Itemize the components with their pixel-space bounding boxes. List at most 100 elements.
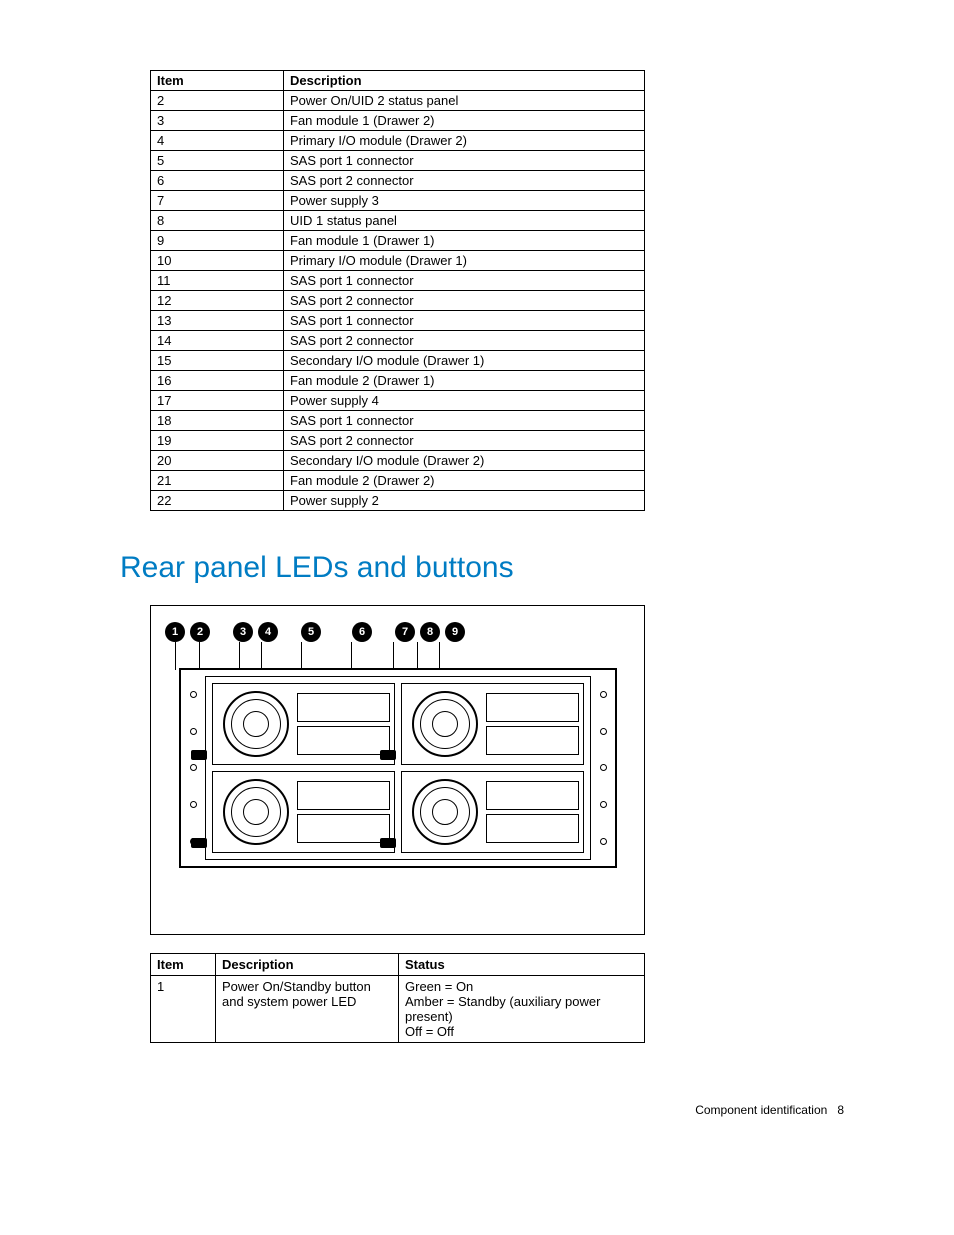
header-item: Item (151, 71, 284, 91)
table-row: 22Power supply 2 (151, 491, 645, 511)
table-row: 2Power On/UID 2 status panel (151, 91, 645, 111)
table-row: 19SAS port 2 connector (151, 431, 645, 451)
cell-item: 17 (151, 391, 284, 411)
callout-marker: 9 (445, 622, 465, 642)
cell-item: 9 (151, 231, 284, 251)
cell-item: 8 (151, 211, 284, 231)
footer-page: 8 (837, 1103, 844, 1117)
cell-item: 7 (151, 191, 284, 211)
cell-description: Secondary I/O module (Drawer 1) (284, 351, 645, 371)
table-row: 17Power supply 4 (151, 391, 645, 411)
cell-description: SAS port 2 connector (284, 331, 645, 351)
cell-description: Fan module 2 (Drawer 1) (284, 371, 645, 391)
cell-item: 20 (151, 451, 284, 471)
page-footer: Component identification 8 (150, 1103, 854, 1117)
cell-description: Power supply 3 (284, 191, 645, 211)
power-plug-icon (191, 750, 207, 760)
table-row: 16Fan module 2 (Drawer 1) (151, 371, 645, 391)
cell-description: Primary I/O module (Drawer 2) (284, 131, 645, 151)
table-row: 15Secondary I/O module (Drawer 1) (151, 351, 645, 371)
header-description: Description (284, 71, 645, 91)
cell-item: 21 (151, 471, 284, 491)
table-row: 13SAS port 1 connector (151, 311, 645, 331)
table-row: 21Fan module 2 (Drawer 2) (151, 471, 645, 491)
callout-marker: 2 (190, 622, 210, 642)
cell-description: SAS port 1 connector (284, 311, 645, 331)
cell-item: 18 (151, 411, 284, 431)
fan-icon (412, 779, 478, 845)
cell-status: Green = On Amber = Standby (auxiliary po… (399, 976, 645, 1043)
table-row: 12SAS port 2 connector (151, 291, 645, 311)
fan-icon (223, 779, 289, 845)
cell-description: SAS port 1 connector (284, 151, 645, 171)
leader-line (239, 642, 240, 670)
cell-description: Power supply 2 (284, 491, 645, 511)
cell-item: 15 (151, 351, 284, 371)
table-row: 4Primary I/O module (Drawer 2) (151, 131, 645, 151)
cell-description: SAS port 1 connector (284, 411, 645, 431)
leader-line (393, 642, 394, 670)
callout-marker: 8 (420, 622, 440, 642)
header-description: Description (216, 954, 399, 976)
leader-line (417, 642, 418, 670)
cell-description: SAS port 1 connector (284, 271, 645, 291)
table-row: 3Fan module 1 (Drawer 2) (151, 111, 645, 131)
cell-description: SAS port 2 connector (284, 431, 645, 451)
table-row: 9Fan module 1 (Drawer 1) (151, 231, 645, 251)
status-table: Item Description Status 1Power On/Standb… (150, 953, 645, 1043)
cell-item: 22 (151, 491, 284, 511)
header-status: Status (399, 954, 645, 976)
table-row: 11SAS port 1 connector (151, 271, 645, 291)
table-row: 6SAS port 2 connector (151, 171, 645, 191)
cell-item: 11 (151, 271, 284, 291)
power-plug-icon (380, 838, 396, 848)
bay-top-right (401, 683, 584, 765)
leader-line (261, 642, 262, 670)
cell-item: 13 (151, 311, 284, 331)
callout-marker: 3 (233, 622, 253, 642)
cell-item: 12 (151, 291, 284, 311)
table-row: 1Power On/Standby button and system powe… (151, 976, 645, 1043)
cell-item: 3 (151, 111, 284, 131)
table-row: 8UID 1 status panel (151, 211, 645, 231)
cell-item: 10 (151, 251, 284, 271)
cell-item: 4 (151, 131, 284, 151)
leader-line (199, 642, 200, 670)
chassis-outline (179, 668, 617, 868)
cell-item: 1 (151, 976, 216, 1043)
cell-item: 2 (151, 91, 284, 111)
cell-description: Secondary I/O module (Drawer 2) (284, 451, 645, 471)
cell-item: 14 (151, 331, 284, 351)
bay-bottom-left (212, 771, 395, 853)
cell-item: 16 (151, 371, 284, 391)
component-table: Item Description 2Power On/UID 2 status … (150, 70, 645, 511)
cell-item: 5 (151, 151, 284, 171)
table-row: 14SAS port 2 connector (151, 331, 645, 351)
cell-description: Fan module 2 (Drawer 2) (284, 471, 645, 491)
cell-description: SAS port 2 connector (284, 171, 645, 191)
table-row: 18SAS port 1 connector (151, 411, 645, 431)
cell-description: SAS port 2 connector (284, 291, 645, 311)
power-plug-icon (191, 838, 207, 848)
fan-icon (412, 691, 478, 757)
callout-marker: 5 (301, 622, 321, 642)
callout-marker: 4 (258, 622, 278, 642)
callout-marker: 7 (395, 622, 415, 642)
callout-marker: 1 (165, 622, 185, 642)
section-heading: Rear panel LEDs and buttons (120, 551, 854, 585)
table-row: 7Power supply 3 (151, 191, 645, 211)
cell-description: Fan module 1 (Drawer 2) (284, 111, 645, 131)
header-item: Item (151, 954, 216, 976)
power-plug-icon (380, 750, 396, 760)
cell-description: Power On/Standby button and system power… (216, 976, 399, 1043)
rear-panel-diagram: 123456789 (150, 605, 645, 935)
leader-line (439, 642, 440, 670)
table-row: 20Secondary I/O module (Drawer 2) (151, 451, 645, 471)
bay-top-left (212, 683, 395, 765)
leader-line (301, 642, 302, 670)
cell-description: Power supply 4 (284, 391, 645, 411)
cell-description: Fan module 1 (Drawer 1) (284, 231, 645, 251)
cell-description: Power On/UID 2 status panel (284, 91, 645, 111)
callout-marker: 6 (352, 622, 372, 642)
leader-line (351, 642, 352, 670)
